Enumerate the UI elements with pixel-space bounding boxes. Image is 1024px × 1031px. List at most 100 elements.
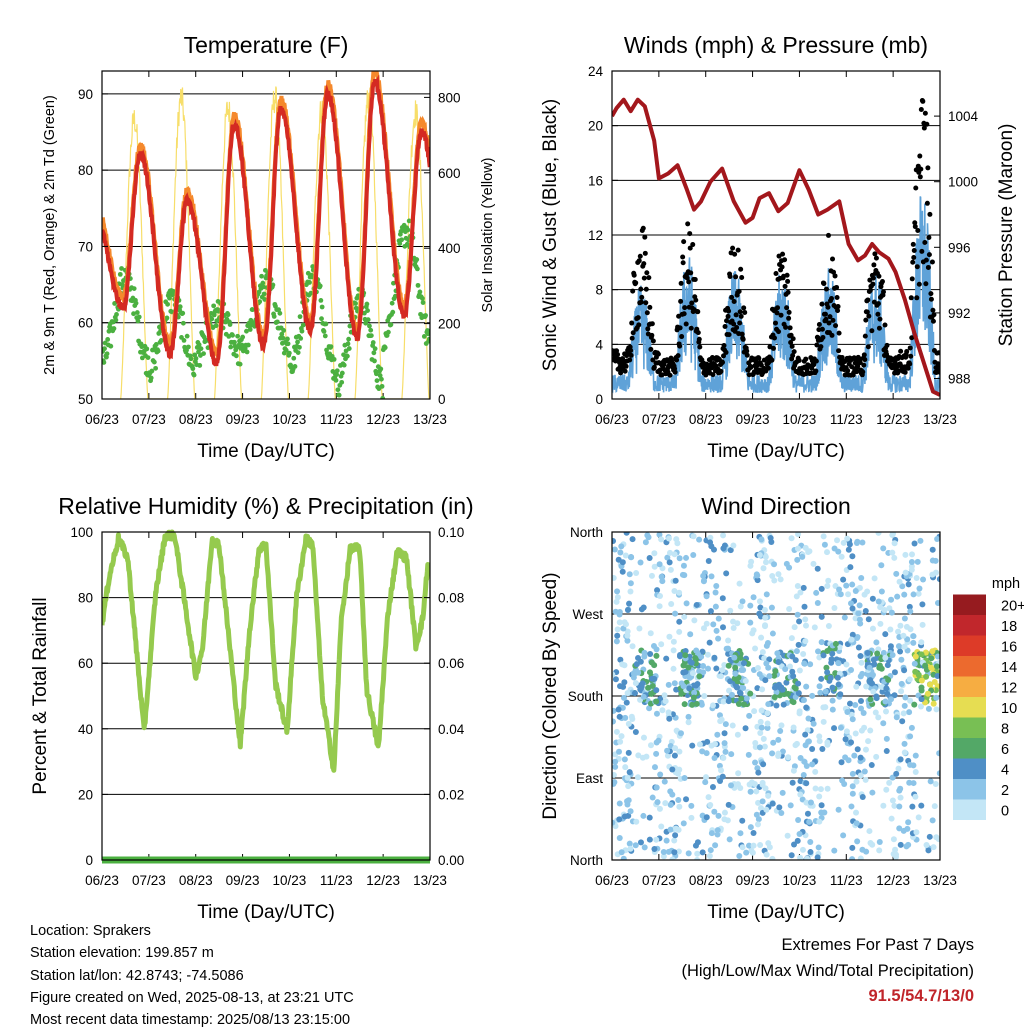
direction-point xyxy=(818,639,825,646)
direction-point xyxy=(803,799,810,806)
x-tick-label: 07/23 xyxy=(642,412,676,427)
gust-point xyxy=(908,353,914,359)
direction-point xyxy=(930,844,937,851)
direction-point xyxy=(887,643,894,650)
direction-point xyxy=(786,605,793,612)
gust-point xyxy=(627,357,633,363)
direction-point xyxy=(613,638,620,645)
gust-point xyxy=(834,295,840,301)
dewpoint-point xyxy=(323,321,329,327)
direction-point xyxy=(688,814,695,821)
gust-point xyxy=(622,368,628,374)
direction-point xyxy=(829,684,836,691)
direction-point xyxy=(824,785,831,792)
rh-series-line xyxy=(102,529,430,773)
direction-point xyxy=(623,699,630,706)
direction-point xyxy=(746,712,753,719)
direction-point xyxy=(766,673,773,680)
direction-point xyxy=(803,683,810,690)
direction-point xyxy=(755,816,762,823)
x-tick-label: 08/23 xyxy=(179,873,213,888)
direction-point xyxy=(771,694,778,701)
dewpoint-point xyxy=(295,350,301,355)
direction-point xyxy=(785,754,792,761)
dewpoint-point xyxy=(285,336,290,342)
colorbar-swatch xyxy=(953,676,986,697)
dewpoint-point xyxy=(405,227,411,233)
direction-point xyxy=(737,830,744,837)
direction-point xyxy=(829,706,836,713)
dewpoint-point xyxy=(165,301,171,307)
gust-point xyxy=(930,307,936,313)
direction-point xyxy=(864,588,871,595)
gust-point xyxy=(923,281,929,287)
direction-point xyxy=(931,678,938,685)
direction-point xyxy=(861,724,868,731)
direction-point xyxy=(854,634,861,641)
direction-point xyxy=(730,625,737,632)
direction-point xyxy=(718,716,725,723)
direction-point xyxy=(912,752,919,759)
direction-point xyxy=(646,836,653,843)
direction-point xyxy=(816,793,823,800)
gust-point xyxy=(655,351,661,357)
x-tick-label: 09/23 xyxy=(736,873,770,888)
dewpoint-point xyxy=(145,355,151,361)
direction-point xyxy=(831,605,838,612)
gust-point xyxy=(638,286,644,292)
direction-point xyxy=(764,710,771,717)
direction-point xyxy=(727,678,734,685)
direction-point xyxy=(928,664,935,671)
direction-point xyxy=(848,636,855,643)
direction-point xyxy=(875,532,882,536)
y2-tick-label: 200 xyxy=(438,317,461,332)
direction-point xyxy=(699,648,706,655)
direction-point xyxy=(880,545,887,552)
direction-point xyxy=(845,546,852,553)
dewpoint-point xyxy=(380,395,386,399)
direction-point xyxy=(856,616,863,623)
gust-point xyxy=(681,239,687,245)
gust-point xyxy=(776,329,782,335)
direction-point xyxy=(805,738,812,745)
gust-point xyxy=(734,324,740,330)
gust-point xyxy=(687,245,693,251)
direction-point xyxy=(880,802,887,809)
direction-point xyxy=(888,696,895,703)
direction-point xyxy=(901,591,908,598)
direction-point xyxy=(857,652,864,659)
direction-point xyxy=(616,748,623,755)
dewpoint-point xyxy=(286,350,292,356)
direction-point xyxy=(876,847,883,854)
direction-point xyxy=(642,539,649,546)
gust-point xyxy=(928,291,934,297)
direction-point xyxy=(829,697,836,704)
dewpoint-point xyxy=(377,373,383,378)
gust-point xyxy=(722,323,728,329)
gust-point xyxy=(631,272,637,278)
direction-point xyxy=(917,703,924,710)
direction-point xyxy=(849,631,856,638)
gust-point xyxy=(862,357,868,363)
direction-point xyxy=(771,672,778,679)
gust-point xyxy=(687,231,693,237)
location-text: Location: Sprakers xyxy=(30,923,151,939)
direction-point xyxy=(875,598,882,605)
gust-point xyxy=(927,211,933,217)
y-tick-label: 16 xyxy=(588,173,603,188)
direction-point xyxy=(793,740,800,747)
direction-point xyxy=(844,535,851,542)
direction-point xyxy=(690,552,697,559)
direction-point xyxy=(889,797,896,804)
direction-point xyxy=(794,556,801,563)
dewpoint-point xyxy=(245,342,251,348)
gust-point xyxy=(679,334,685,340)
dewpoint-point xyxy=(310,264,316,269)
direction-point xyxy=(672,577,679,584)
direction-point xyxy=(899,583,906,590)
direction-point xyxy=(708,543,715,550)
direction-point xyxy=(756,610,763,617)
direction-point xyxy=(627,845,634,852)
direction-point xyxy=(628,554,635,561)
dewpoint-point xyxy=(373,371,379,377)
